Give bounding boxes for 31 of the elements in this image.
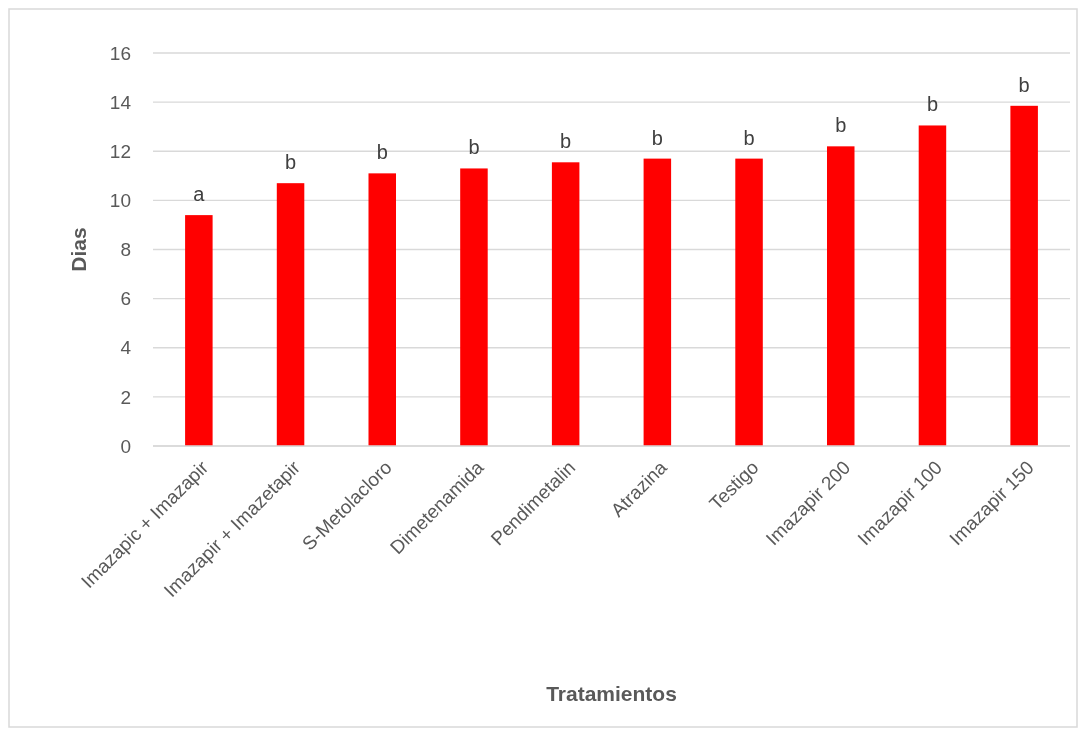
y-tick-label: 10: [109, 190, 131, 212]
annotation: b: [376, 141, 388, 164]
bar: [276, 183, 305, 446]
bar: [551, 162, 580, 446]
y-tick-label: 14: [109, 91, 132, 113]
annotation: b: [1018, 73, 1030, 96]
annotation: b: [835, 114, 847, 137]
y-tick-label: 4: [120, 337, 132, 359]
y-axis-title: Dias: [67, 227, 90, 272]
y-tick-label: 6: [120, 288, 131, 310]
y-tick-label: 8: [120, 239, 131, 261]
annotation: b: [284, 151, 297, 174]
bar: [1010, 105, 1038, 446]
y-tick-label: 0: [120, 435, 131, 457]
bar: [460, 168, 488, 446]
bar: [735, 158, 763, 446]
x-axis-title: Tratamientos: [546, 682, 677, 705]
bar: [368, 173, 397, 446]
annotation: b: [926, 93, 939, 116]
bar: [185, 215, 213, 446]
annotation: b: [651, 126, 663, 149]
y-tick-label: 2: [120, 386, 131, 408]
y-tick-label: 16: [109, 42, 131, 64]
bar: [918, 125, 947, 446]
annotation: a: [193, 183, 206, 206]
annotation: b: [468, 136, 480, 159]
bar: [827, 146, 855, 446]
annotation: b: [743, 126, 755, 149]
bar: [643, 158, 672, 446]
y-tick-label: 12: [109, 140, 131, 162]
annotation: b: [560, 130, 572, 153]
